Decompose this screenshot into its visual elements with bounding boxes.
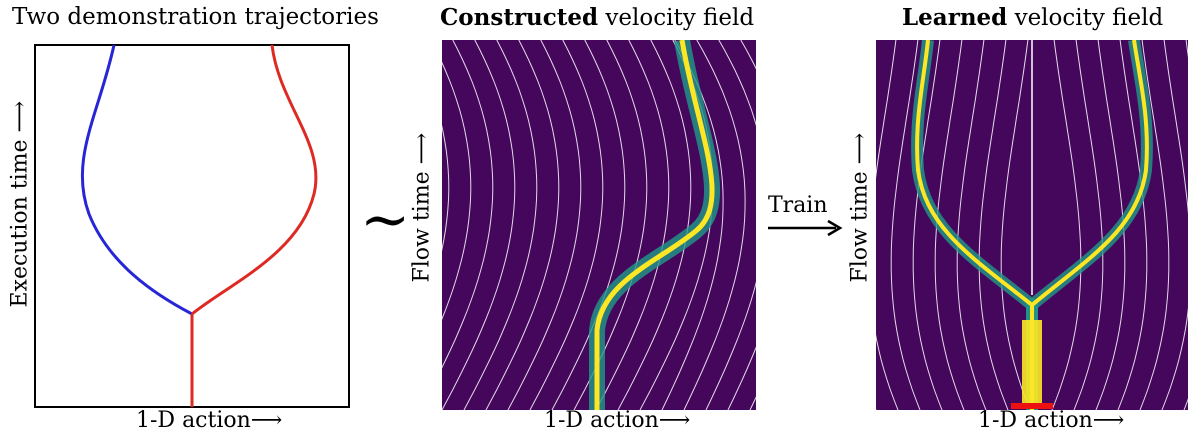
streamline — [507, 40, 582, 410]
right-arrow-icon: ⟶ — [658, 408, 691, 433]
streamline — [956, 40, 987, 410]
middle-ylabel: Flow time ⟶ — [409, 132, 435, 283]
left-panel-title: Two demonstration trajectories — [12, 4, 379, 30]
streamline — [705, 40, 756, 410]
trajectories-plot — [34, 44, 350, 408]
constructed-field-plot — [442, 40, 756, 410]
streamline — [1117, 40, 1148, 410]
density-ridge-right-core — [1030, 40, 1149, 410]
left-ylabel: Execution time ⟶ — [7, 100, 33, 308]
streamline — [463, 40, 538, 410]
streamline — [442, 40, 516, 410]
approx-symbol: ~ — [360, 185, 411, 255]
density-ridge-left-core — [915, 40, 1034, 410]
right-arrow-icon: ⟶ — [250, 408, 283, 433]
streamline — [661, 40, 724, 410]
streamline — [912, 40, 943, 410]
streamline — [1000, 40, 1031, 410]
streamline — [890, 40, 921, 410]
right-panel-title: Learned velocity field — [902, 4, 1164, 31]
streamlines — [876, 40, 1188, 410]
streamline — [442, 61, 472, 321]
streamline — [727, 40, 756, 410]
up-arrow-icon: ⟶ — [409, 132, 435, 165]
streamline — [617, 40, 692, 410]
streamline — [485, 40, 560, 410]
right-xlabel: 1-D action⟶ — [978, 408, 1125, 433]
streamline — [442, 40, 494, 369]
streamline — [551, 40, 626, 410]
right-ylabel: Flow time ⟶ — [847, 132, 873, 283]
streamline — [1139, 40, 1170, 410]
right-arrow-icon: ⟶ — [1092, 408, 1125, 433]
density-stem — [1022, 320, 1042, 405]
density-ridge-core — [594, 40, 715, 410]
action-marker — [1011, 403, 1053, 409]
trajectory-red — [191, 44, 318, 316]
train-arrow-icon — [768, 219, 843, 237]
streamline — [595, 40, 670, 410]
streamline — [876, 40, 899, 410]
up-arrow-icon: ⟶ — [7, 100, 33, 133]
left-xlabel: 1-D action⟶ — [136, 408, 283, 433]
streamline — [978, 40, 1009, 410]
trajectory-blue — [80, 44, 193, 316]
train-label: Train — [768, 193, 828, 218]
middle-panel-title: Constructed velocity field — [440, 4, 755, 31]
streamline — [1161, 40, 1188, 410]
streamline — [573, 40, 648, 410]
streamline — [1051, 40, 1082, 410]
streamline — [683, 40, 746, 410]
learned-field-plot — [876, 40, 1188, 410]
middle-xlabel: 1-D action⟶ — [544, 408, 691, 433]
streamline — [529, 40, 604, 410]
streamline — [442, 124, 450, 252]
streamline — [1073, 40, 1104, 410]
up-arrow-icon: ⟶ — [847, 132, 873, 165]
